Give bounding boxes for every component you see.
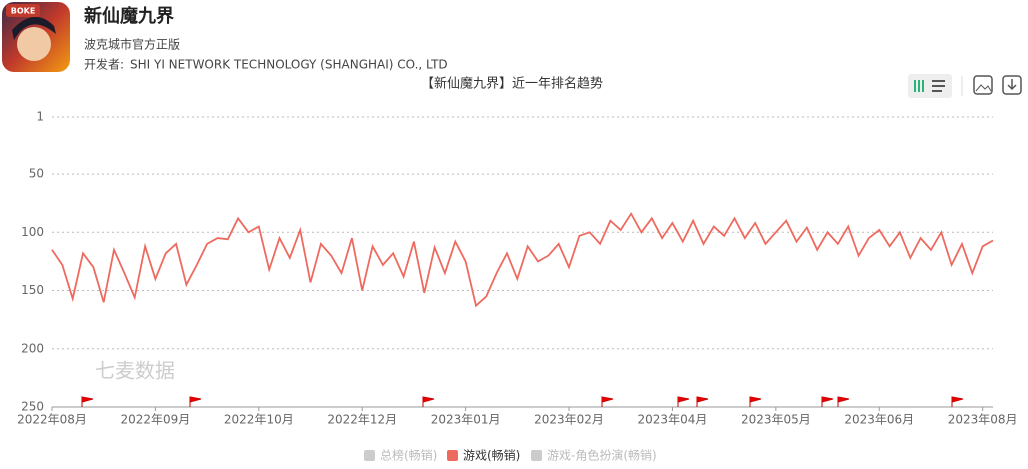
y-tick-label: 50 (29, 167, 44, 181)
image-button[interactable] (973, 75, 993, 95)
image-glyph (975, 84, 992, 92)
x-tick-label: 2022年08月 (17, 413, 87, 427)
x-tick-label: 2022年10月 (224, 413, 294, 427)
list-icon (932, 80, 945, 92)
event-flag (81, 396, 94, 407)
legend-label: 游戏(畅销) (463, 449, 520, 463)
y-tick-label: 100 (21, 225, 44, 239)
event-flag (951, 396, 964, 407)
x-tick-label: 2023年01月 (431, 413, 501, 427)
legend-swatch (531, 450, 542, 461)
x-tick-label: 2023年04月 (638, 413, 708, 427)
event-flag (837, 396, 850, 407)
event-flag (422, 396, 435, 407)
bar-icon (914, 80, 924, 92)
legend-label: 游戏-角色扮演(畅销) (547, 448, 657, 463)
y-tick-label: 150 (21, 283, 44, 297)
x-tick-label: 2023年06月 (844, 413, 914, 427)
icon-badge (6, 4, 40, 17)
developer: SHI YI NETWORK TECHNOLOGY (SHANGHAI) CO.… (130, 58, 448, 72)
legend-swatch (447, 450, 458, 461)
event-flag (601, 396, 614, 407)
app-name: 新仙魔九界 (84, 5, 174, 27)
x-tick-label: 2023年02月 (534, 413, 604, 427)
y-tick-label: 250 (21, 400, 44, 414)
event-flag (749, 396, 762, 407)
legend-swatch (364, 450, 375, 461)
series-line (51, 211, 994, 308)
download-button[interactable] (1002, 75, 1022, 95)
event-flag (696, 396, 709, 407)
y-tick-label: 1 (36, 110, 44, 124)
icon-text: BOKE (11, 7, 36, 16)
x-tick-label: 2023年08月 (948, 413, 1018, 427)
watermark: 七麦数据 (95, 359, 175, 383)
event-flag (189, 396, 202, 407)
y-tick-label: 200 (21, 341, 44, 355)
x-tick-label: 2022年12月 (327, 413, 397, 427)
x-tick-label: 2022年09月 (121, 413, 191, 427)
icon-hair (12, 16, 56, 40)
event-flag (821, 396, 834, 407)
x-tick-label: 2023年05月 (741, 413, 811, 427)
download-glyph (1007, 79, 1017, 91)
legend-label: 总榜(畅销) (380, 448, 437, 463)
event-flag (677, 396, 690, 407)
developer-label: 开发者: (84, 57, 124, 72)
app-subtitle: 波克城市官方正版 (84, 37, 180, 52)
chart-title: 【新仙魔九界】近一年排名趋势 (421, 76, 603, 92)
icon-face (17, 27, 51, 61)
